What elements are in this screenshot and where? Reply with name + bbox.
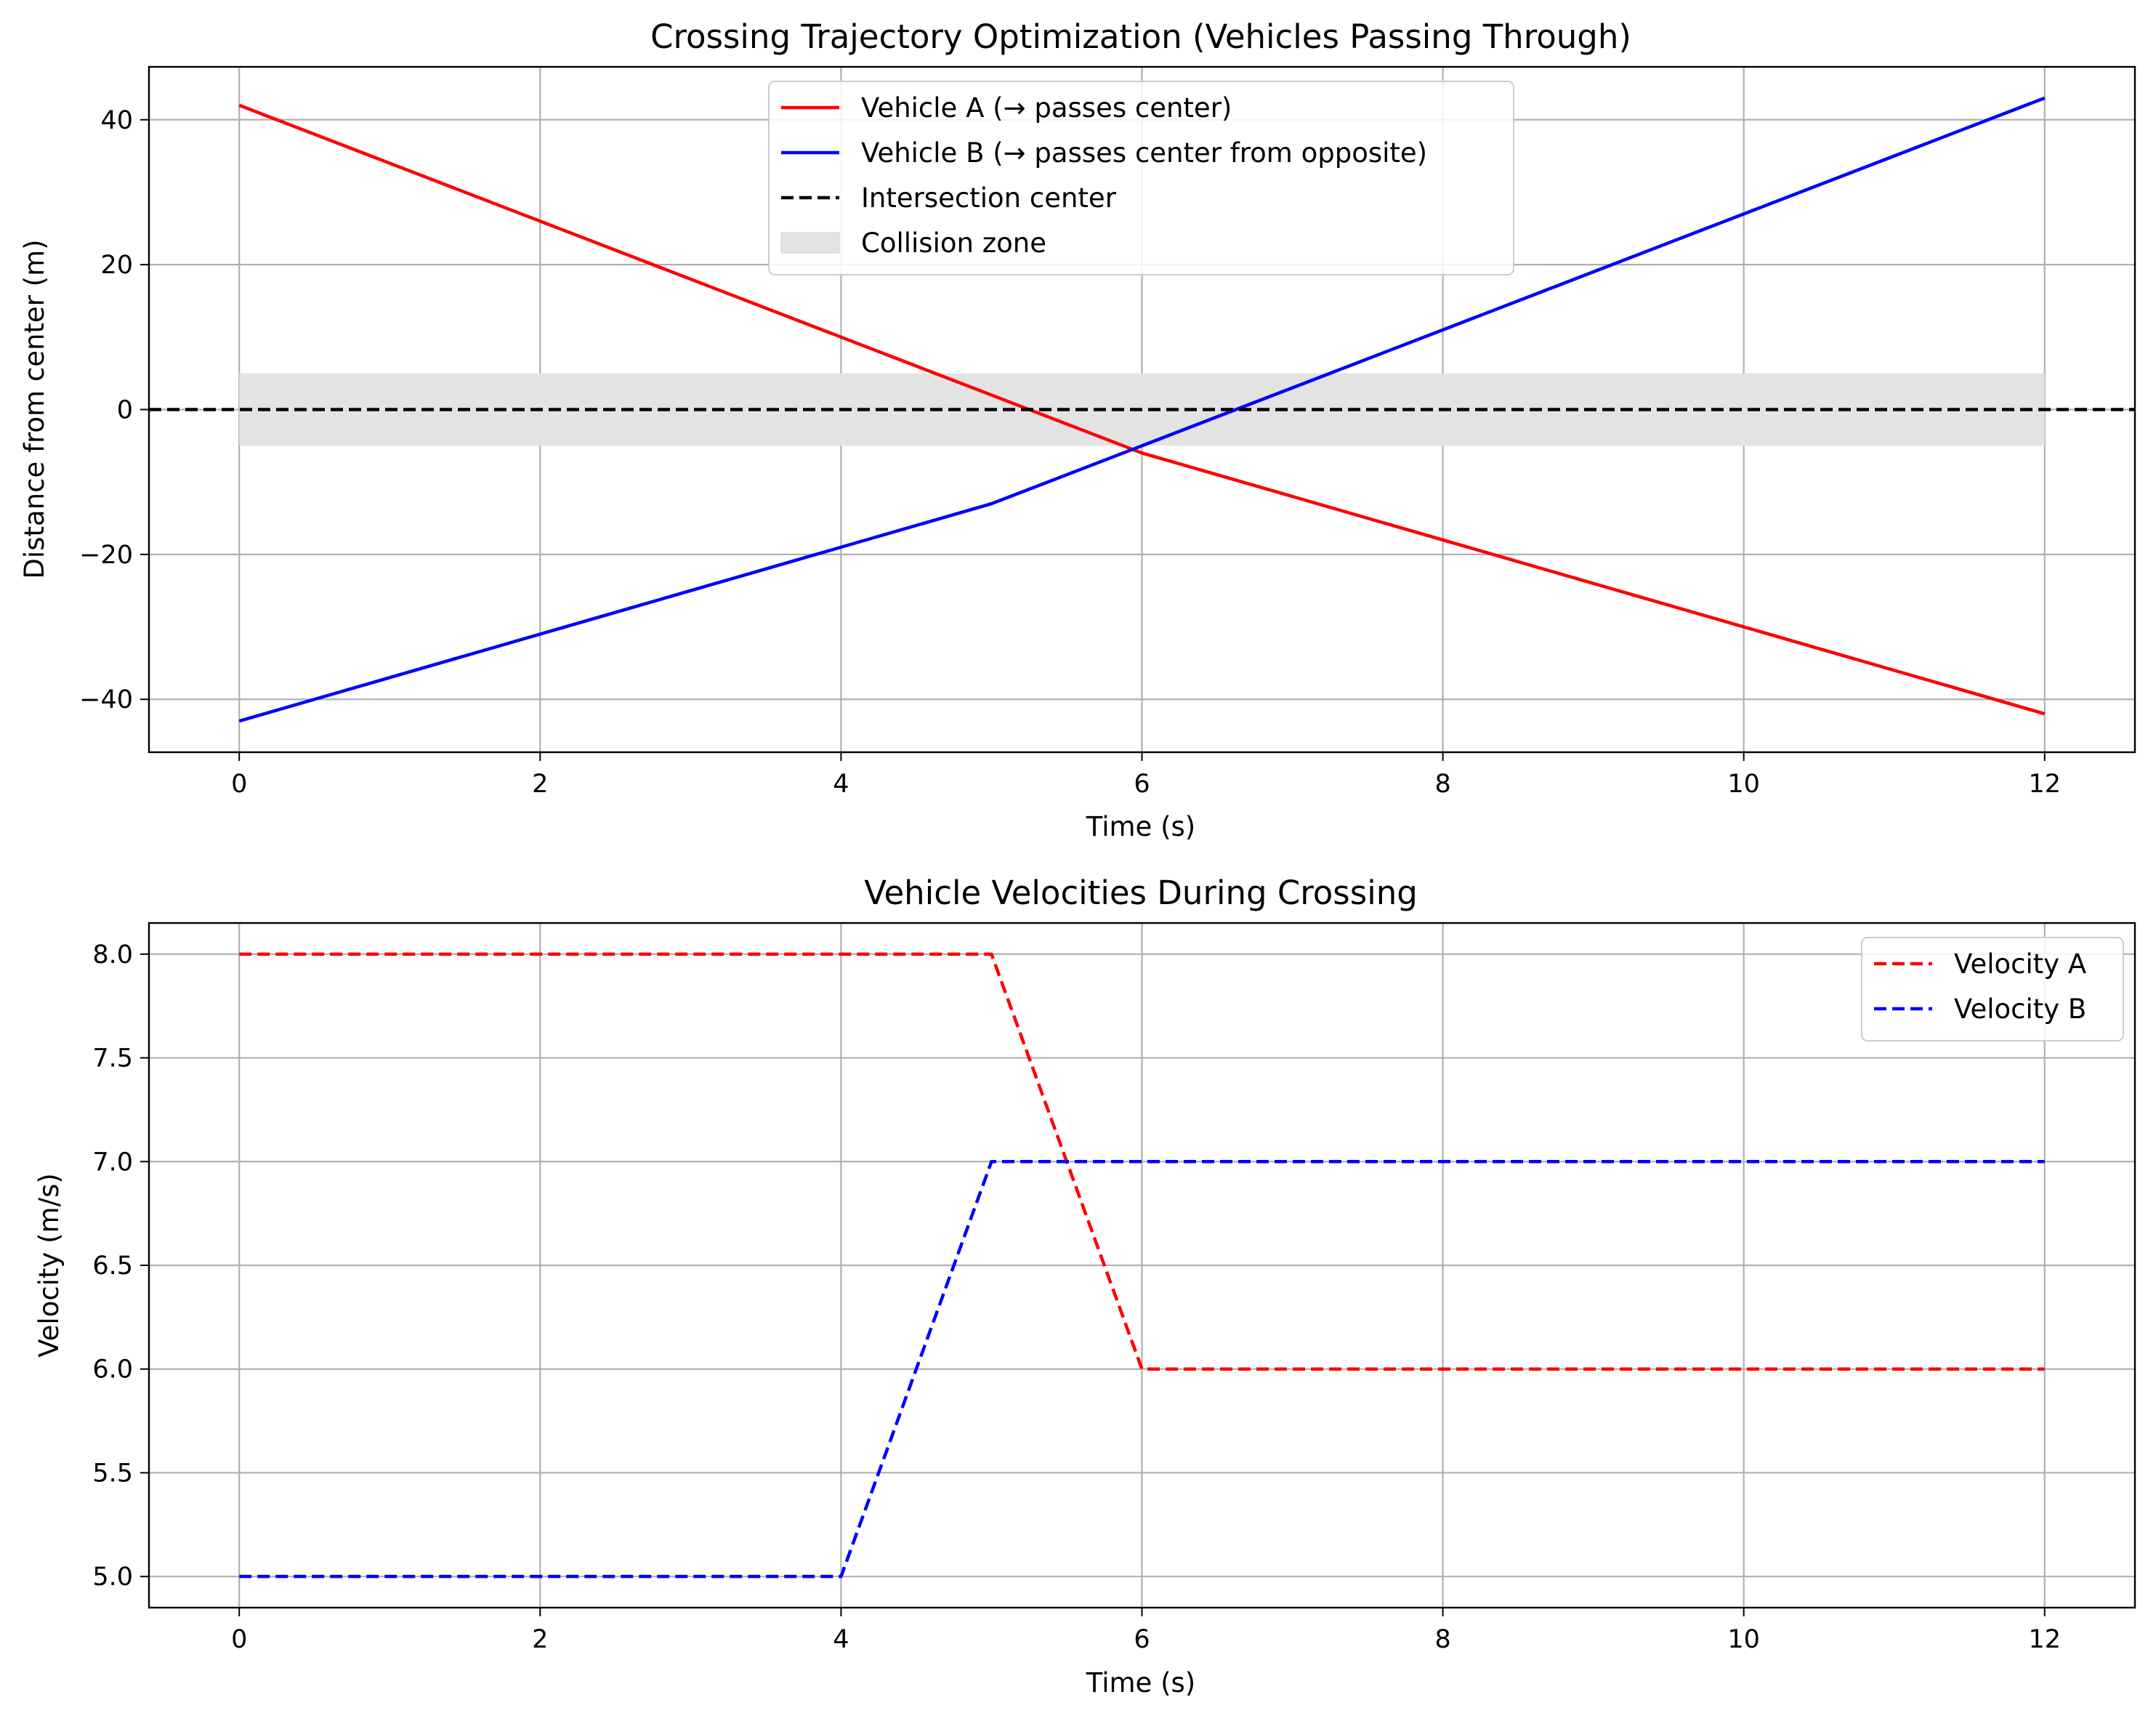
y-tick-label: 20	[100, 251, 133, 280]
y-tick-label: 7.5	[92, 1044, 133, 1073]
x-tick-label: 12	[2028, 770, 2061, 799]
y-axis-label: Distance from center (m)	[19, 239, 50, 579]
x-tick-label: 0	[231, 1625, 247, 1654]
legend-label: Velocity A	[1954, 948, 2086, 980]
y-tick-label: 8.0	[92, 940, 133, 970]
x-tick-label: 10	[1727, 770, 1760, 799]
x-tick-label: 4	[833, 1625, 849, 1654]
y-tick-label: 5.5	[92, 1459, 133, 1488]
y-tick-label: 40	[100, 106, 133, 135]
x-tick-label: 12	[2028, 1625, 2061, 1654]
x-tick-label: 10	[1727, 1625, 1760, 1654]
legend-frame	[1861, 937, 2124, 1041]
chart-velocity: Vehicle Velocities During Crossing 0 2 4 6 8…	[33, 874, 2136, 1698]
x-tick-label: 8	[1434, 1625, 1450, 1654]
series-line-1	[238, 96, 2046, 723]
series-line-1	[239, 1160, 2045, 1579]
legend: Velocity A Velocity B	[1861, 937, 2124, 1041]
x-tick-label: 8	[1434, 770, 1450, 799]
chart-trajectory: Crossing Trajectory Optimization (Vehicl…	[19, 17, 2136, 842]
x-tick-label: 6	[1134, 1625, 1150, 1654]
legend-label: Intersection center	[861, 182, 1117, 214]
x-axis-label: Time (s)	[1086, 1667, 1195, 1698]
chart-title: Vehicle Velocities During Crossing	[864, 874, 1418, 912]
x-axis-label: Time (s)	[1086, 811, 1195, 842]
chart-title: Crossing Trajectory Optimization (Vehicl…	[650, 17, 1631, 56]
x-tick-label: 6	[1134, 770, 1150, 799]
legend-label: Vehicle A (→ passes center)	[861, 92, 1232, 124]
y-axis-label: Velocity (m/s)	[33, 1173, 65, 1358]
series-line-0	[239, 952, 2045, 1371]
x-tick-label: 2	[532, 770, 548, 799]
legend-swatch	[780, 232, 840, 254]
y-tick-label: −40	[79, 685, 133, 714]
legend-label: Vehicle B (→ passes center from opposite…	[861, 137, 1427, 169]
y-tick-label: −20	[79, 541, 133, 570]
legend-label: Velocity B	[1954, 993, 2086, 1025]
x-tick-label: 0	[231, 770, 247, 799]
y-tick-label: 5.0	[92, 1563, 133, 1592]
x-tick-label: 2	[532, 1625, 548, 1654]
y-tick-label: 6.5	[92, 1252, 133, 1281]
legend: Vehicle A (→ passes center) Vehicle B (→ …	[768, 81, 1514, 275]
legend-frame	[768, 81, 1514, 275]
series-line-0	[238, 103, 2046, 716]
y-tick-label: 0	[117, 396, 133, 425]
y-tick-label: 7.0	[92, 1148, 133, 1177]
x-tick-label: 4	[833, 770, 849, 799]
y-tick-label: 6.0	[92, 1355, 133, 1385]
legend-label: Collision zone	[861, 227, 1046, 259]
